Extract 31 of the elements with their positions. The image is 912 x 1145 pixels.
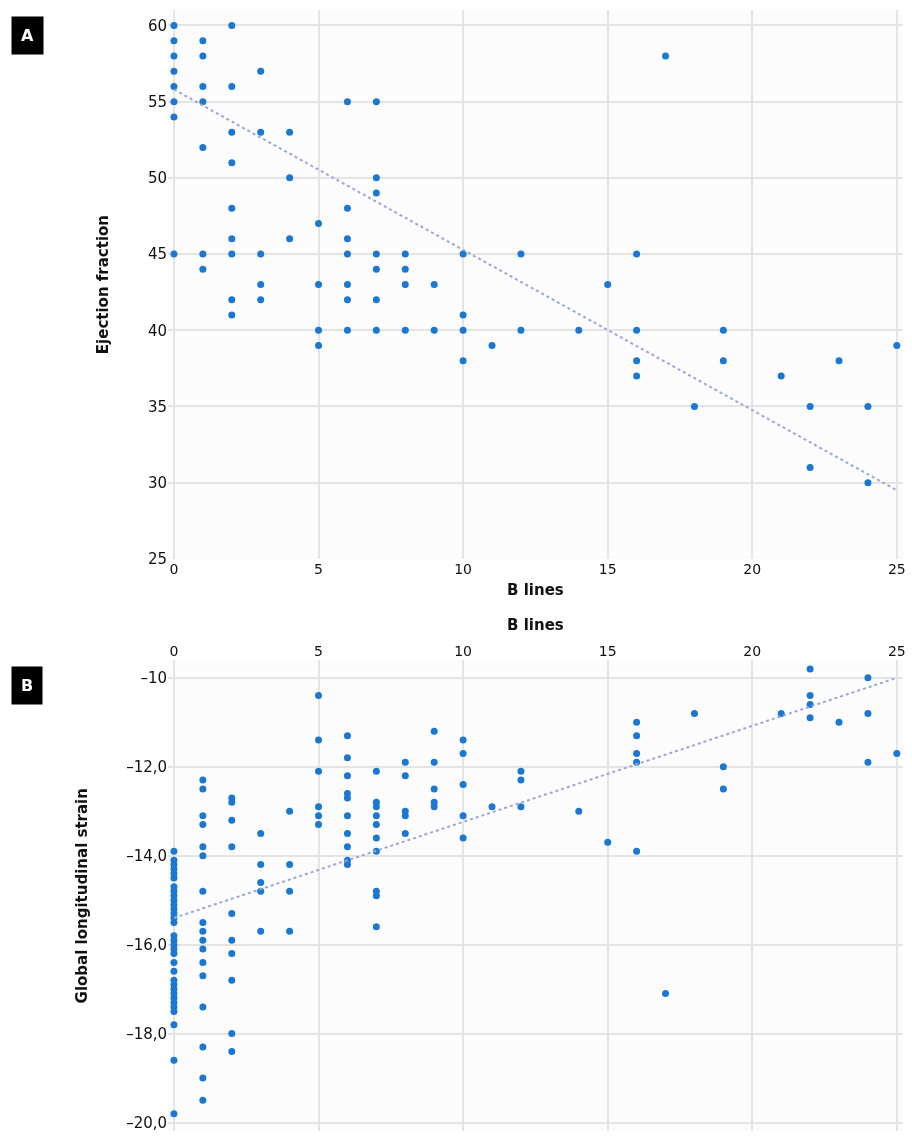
- x-axis-title: B lines: [507, 580, 564, 599]
- y-tick-label: –14,0: [126, 846, 168, 865]
- x-tick-label: 15: [598, 560, 617, 577]
- y-tick-label: –12,0: [126, 758, 168, 777]
- y-axis-title: Global longitudinal strain: [72, 788, 91, 1004]
- y-tick-label: 35: [148, 397, 168, 416]
- x-tick-label: 20: [743, 643, 762, 660]
- x-tick-label: 10: [454, 560, 473, 577]
- x-tick-label: 0: [169, 643, 179, 660]
- y-tick-label: –16,0: [126, 935, 168, 954]
- y-tick-label: –10: [140, 669, 168, 688]
- y-tick-label: –18,0: [126, 1024, 168, 1043]
- y-tick-label: 40: [148, 321, 168, 340]
- x-tick-label: 0: [169, 560, 179, 577]
- x-tick-label: 25: [887, 643, 906, 660]
- x-tick-label: 10: [454, 643, 473, 660]
- y-tick-label: 50: [148, 169, 168, 188]
- x-tick-label: 25: [887, 560, 906, 577]
- text: B: [21, 676, 34, 695]
- x-tick-label: 5: [314, 643, 323, 660]
- y-tick-label: 45: [148, 245, 168, 264]
- text: A: [21, 26, 34, 45]
- y-axis-title: Ejection fraction: [94, 214, 113, 355]
- x-tick-label: 5: [314, 560, 323, 577]
- y-tick-label: –20,0: [126, 1113, 168, 1132]
- y-tick-label: 30: [148, 473, 168, 492]
- x-tick-label: 20: [743, 560, 762, 577]
- x-axis-title: B lines: [507, 616, 564, 635]
- x-tick-label: 15: [598, 643, 617, 660]
- y-tick-label: 55: [148, 92, 168, 111]
- y-tick-label: 60: [148, 16, 168, 35]
